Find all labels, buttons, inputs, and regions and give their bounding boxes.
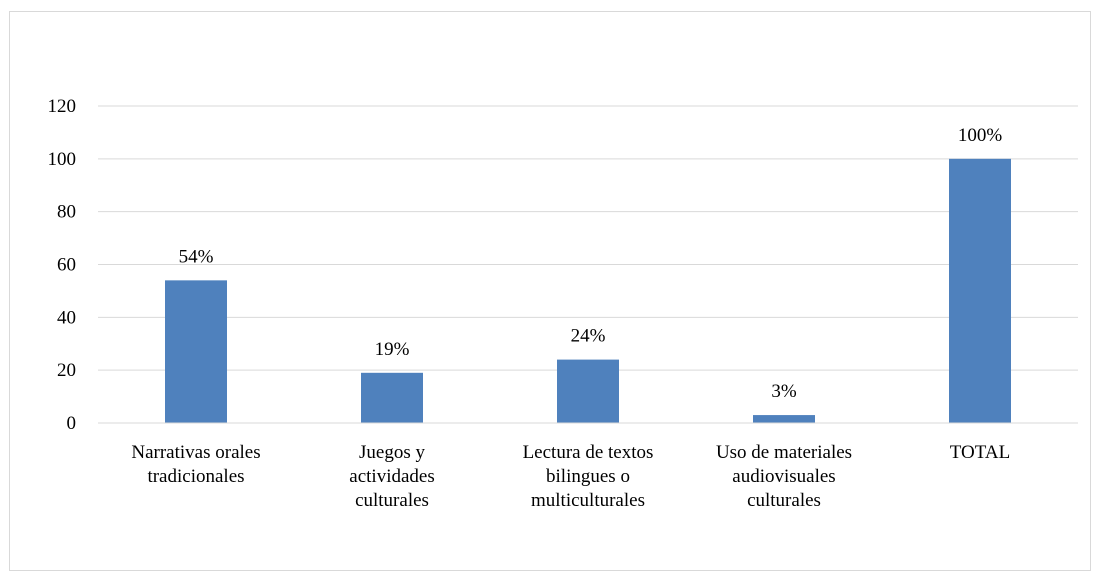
- category-label-line: culturales: [747, 490, 821, 511]
- category-label-1: Narrativas orales tradicionales: [131, 442, 260, 487]
- bar-2: [361, 372, 423, 423]
- category-label-line: tradicionales: [147, 466, 244, 487]
- category-label-line: bilingues o: [546, 466, 630, 487]
- category-label-5: TOTAL: [950, 442, 1010, 463]
- y-tick-label-40: 40: [57, 307, 76, 328]
- category-label-2: Juegos y actividades culturales: [349, 442, 434, 511]
- data-label-3: 24%: [571, 326, 606, 347]
- category-label-line: Uso de materiales: [716, 442, 852, 463]
- y-tick-label-60: 60: [57, 255, 76, 276]
- category-label-line: multiculturales: [531, 490, 645, 511]
- category-label-line: Juegos y: [359, 442, 425, 463]
- category-label-line: Narrativas orales: [131, 442, 260, 463]
- bar-5: [949, 158, 1011, 424]
- y-tick-label-0: 0: [67, 413, 77, 434]
- category-label-line: Lectura de textos: [523, 442, 654, 463]
- category-label-line: actividades: [349, 466, 434, 487]
- bar-1: [165, 280, 227, 423]
- y-axis-ticks: 0 20 40 60 80 100 120: [48, 96, 77, 434]
- category-label-line: audiovisuales: [732, 466, 835, 487]
- bars: [165, 158, 1011, 424]
- category-label-line: TOTAL: [950, 442, 1010, 463]
- y-tick-label-120: 120: [48, 96, 77, 117]
- y-tick-label-80: 80: [57, 202, 76, 223]
- data-label-4: 3%: [771, 381, 797, 402]
- data-label-5: 100%: [958, 125, 1003, 146]
- grid-lines: [98, 105, 1078, 371]
- bar-3: [557, 359, 619, 423]
- y-tick-label-100: 100: [48, 149, 77, 170]
- category-label-4: Uso de materiales audiovisuales culturales: [716, 442, 852, 511]
- category-label-line: culturales: [355, 490, 429, 511]
- data-label-2: 19%: [375, 339, 410, 360]
- y-tick-label-20: 20: [57, 360, 76, 381]
- category-label-3: Lectura de textos bilingues o multicultura…: [523, 442, 654, 511]
- bar-4: [753, 415, 815, 423]
- category-labels: Narrativas orales tradicionales Juegos y ac…: [131, 442, 1010, 511]
- data-label-1: 54%: [179, 246, 214, 267]
- data-labels: 54% 19% 24% 3% 100%: [179, 125, 1003, 402]
